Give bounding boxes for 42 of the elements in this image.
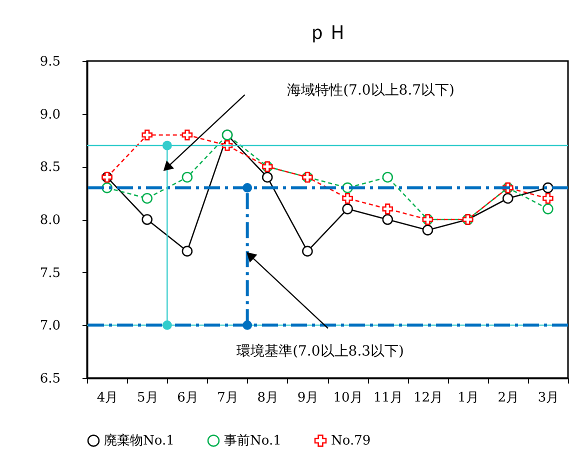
point [502,192,514,204]
x-tick-label: 8月 [257,390,279,406]
point [142,214,153,225]
annotation: 海域特性(7.0以上8.7以下) [287,82,455,99]
point [342,204,353,214]
y-tick-label: 8.5 [40,160,60,176]
x-tick-label: 6月 [177,390,198,406]
point [342,192,353,204]
x-tick-label: 11月 [373,390,403,406]
x-tick-label: 10月 [333,390,363,406]
y-tick-label: 6.5 [40,372,60,386]
x-tick-label: 12月 [413,390,443,406]
y-tick-label: 9.0 [40,107,60,122]
x-tick-label: 4月 [96,390,118,406]
x-tick-label: 9月 [297,390,319,406]
y-tick-label: 9.5 [40,54,60,70]
x-tick-label: 7月 [217,390,238,406]
point [382,214,394,225]
point [422,224,434,236]
point [262,172,273,183]
x-tick-label: 5月 [136,390,158,406]
point [302,246,313,257]
point [182,246,193,257]
x-tick-label: 2月 [498,390,520,406]
point [142,130,153,140]
legend-label: 廃棄物No.1 [104,432,174,449]
y-tick-label: 8.0 [40,213,60,228]
annotation: 環境基準(7.0以上8.3以下) [236,344,404,360]
point [182,172,193,183]
y-tick-label: 7.5 [40,266,60,281]
legend-label: 事前No.1 [224,434,282,449]
x-tick-label: 3月 [538,390,560,406]
point [382,204,394,214]
point [542,204,554,214]
y-tick-label: 7.0 [40,318,60,334]
point [182,130,193,140]
point [542,192,554,204]
x-tick-label: 1月 [458,390,479,406]
chart-title: ｐＨ [308,20,348,44]
legend-label: No.79 [331,434,371,449]
point [142,192,153,204]
point [382,172,394,183]
